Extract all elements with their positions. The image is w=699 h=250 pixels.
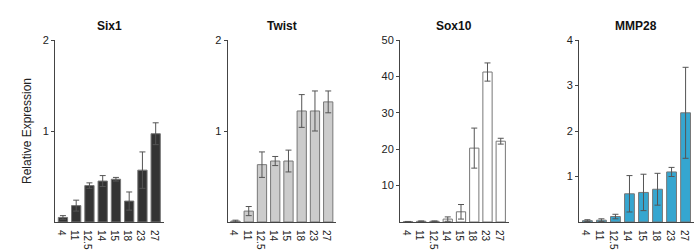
svg-text:23: 23 [480,230,491,242]
svg-text:15: 15 [109,230,120,242]
svg-text:14: 14 [268,230,279,242]
svg-text:23: 23 [308,230,319,242]
svg-text:27: 27 [321,230,332,242]
svg-text:Six1: Six1 [97,19,122,33]
svg-text:18: 18 [651,230,662,242]
svg-text:2: 2 [567,125,573,137]
svg-text:23: 23 [135,230,146,242]
svg-text:30: 30 [382,107,394,119]
svg-text:27: 27 [679,230,690,242]
svg-text:Relative Expression: Relative Expression [20,78,34,184]
svg-text:4: 4 [228,230,239,236]
svg-text:4: 4 [401,230,412,236]
svg-text:4: 4 [56,230,67,236]
svg-text:11: 11 [242,230,253,241]
svg-text:1: 1 [215,125,221,137]
svg-text:4: 4 [567,34,573,46]
svg-text:50: 50 [382,34,394,46]
svg-text:15: 15 [281,230,292,242]
svg-text:2: 2 [43,34,49,46]
svg-text:23: 23 [665,230,676,242]
svg-text:14: 14 [441,230,452,242]
svg-text:14: 14 [96,230,107,242]
svg-text:15: 15 [454,230,465,242]
svg-text:12.5: 12.5 [608,230,619,250]
svg-text:Sox10: Sox10 [436,19,472,33]
svg-text:11: 11 [69,230,80,241]
svg-text:12.5: 12.5 [428,230,439,250]
svg-text:MMP28: MMP28 [615,19,657,33]
svg-text:14: 14 [622,230,633,242]
svg-text:20: 20 [382,143,394,155]
svg-text:18: 18 [122,230,133,242]
svg-text:12.5: 12.5 [255,230,266,250]
svg-text:1: 1 [43,125,49,137]
svg-text:10: 10 [382,179,394,191]
svg-text:3: 3 [567,79,573,91]
svg-text:18: 18 [467,230,478,242]
svg-text:40: 40 [382,70,394,82]
svg-text:18: 18 [295,230,306,242]
svg-text:4: 4 [580,230,591,236]
svg-text:11: 11 [414,230,425,241]
svg-text:2: 2 [215,34,221,46]
svg-text:12.5: 12.5 [82,230,93,250]
svg-text:15: 15 [637,230,648,242]
svg-text:1: 1 [567,170,573,182]
svg-text:Twist: Twist [267,19,297,33]
svg-text:27: 27 [494,230,505,242]
svg-text:11: 11 [594,230,605,241]
svg-text:27: 27 [149,230,160,242]
